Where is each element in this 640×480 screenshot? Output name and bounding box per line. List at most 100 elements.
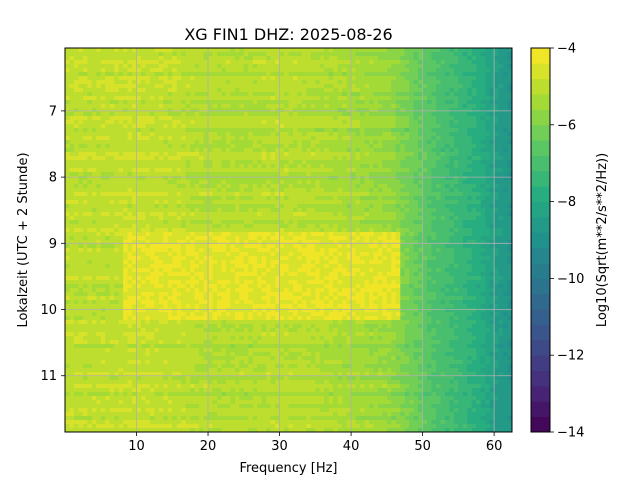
heatmap-cell bbox=[413, 136, 419, 141]
heatmap-cell bbox=[87, 148, 93, 153]
heatmap-cell bbox=[471, 72, 477, 77]
heatmap-cell bbox=[87, 204, 93, 209]
heatmap-cell bbox=[181, 160, 187, 165]
heatmap-cell bbox=[266, 204, 272, 209]
heatmap-cell bbox=[172, 116, 178, 121]
heatmap-cell bbox=[123, 56, 129, 61]
heatmap-cell bbox=[377, 112, 383, 117]
heatmap-cell bbox=[485, 92, 491, 97]
heatmap-cell bbox=[351, 180, 357, 185]
heatmap-cell bbox=[301, 188, 307, 193]
heatmap-cell bbox=[149, 116, 155, 121]
heatmap-cell bbox=[73, 180, 79, 185]
heatmap-cell bbox=[69, 196, 75, 201]
heatmap-cell bbox=[368, 212, 374, 217]
heatmap-cell bbox=[333, 184, 339, 189]
heatmap-cell bbox=[216, 188, 222, 193]
heatmap-cell bbox=[440, 148, 446, 153]
heatmap-cell bbox=[315, 208, 321, 213]
heatmap-cell bbox=[315, 200, 321, 205]
heatmap-cell bbox=[301, 92, 307, 97]
heatmap-cell bbox=[391, 200, 397, 205]
heatmap-cell bbox=[485, 116, 491, 121]
heatmap-cell bbox=[297, 60, 303, 65]
heatmap-cell bbox=[351, 224, 357, 229]
heatmap-cell bbox=[257, 88, 263, 93]
heatmap-cell bbox=[391, 224, 397, 229]
heatmap-cell bbox=[373, 84, 379, 89]
heatmap-cell bbox=[158, 140, 164, 145]
heatmap-cell bbox=[444, 92, 450, 97]
heatmap-cell bbox=[91, 84, 97, 89]
heatmap-cell bbox=[185, 120, 191, 125]
heatmap-cell bbox=[471, 164, 477, 169]
heatmap-cell bbox=[167, 160, 173, 165]
heatmap-cell bbox=[471, 244, 477, 249]
heatmap-cell bbox=[105, 148, 111, 153]
heatmap-cell bbox=[404, 116, 410, 121]
heatmap-cell bbox=[279, 136, 285, 141]
heatmap-cell bbox=[127, 168, 133, 173]
heatmap-cell bbox=[190, 164, 196, 169]
heatmap-cell bbox=[413, 220, 419, 225]
heatmap-cell bbox=[476, 116, 482, 121]
heatmap-cell bbox=[176, 212, 182, 217]
heatmap-cell bbox=[91, 92, 97, 97]
heatmap-cell bbox=[355, 104, 361, 109]
heatmap-cell bbox=[234, 164, 240, 169]
heatmap-cell bbox=[149, 164, 155, 169]
heatmap-cell bbox=[167, 180, 173, 185]
heatmap-cell bbox=[436, 164, 441, 169]
heatmap-cell bbox=[458, 92, 464, 97]
heatmap-cell bbox=[498, 116, 504, 121]
heatmap-cell bbox=[163, 164, 169, 169]
heatmap-cell bbox=[297, 240, 303, 245]
heatmap-cell bbox=[315, 60, 321, 65]
heatmap-cell bbox=[275, 60, 281, 65]
heatmap-cell bbox=[261, 164, 267, 169]
heatmap-cell bbox=[444, 192, 450, 197]
heatmap-cell bbox=[494, 124, 500, 129]
heatmap-cell bbox=[328, 72, 334, 77]
heatmap-cell bbox=[480, 60, 486, 65]
heatmap-cell bbox=[73, 68, 79, 73]
heatmap-cell bbox=[266, 172, 272, 177]
heatmap-cell bbox=[288, 124, 294, 129]
heatmap-cell bbox=[261, 216, 267, 221]
heatmap-cell bbox=[225, 84, 231, 89]
heatmap-cell bbox=[78, 244, 84, 249]
heatmap-cell bbox=[360, 180, 365, 185]
heatmap-cell bbox=[360, 72, 365, 77]
heatmap-cell bbox=[266, 144, 272, 149]
heatmap-cell bbox=[467, 184, 473, 189]
heatmap-cell bbox=[270, 100, 276, 105]
heatmap-cell bbox=[100, 112, 106, 117]
heatmap-cell bbox=[404, 224, 410, 229]
heatmap-cell bbox=[342, 224, 348, 229]
heatmap-cell bbox=[100, 156, 106, 161]
heatmap-cell bbox=[140, 76, 146, 81]
heatmap-cell bbox=[324, 132, 330, 137]
heatmap-cell bbox=[440, 60, 446, 65]
heatmap-cell bbox=[498, 144, 504, 149]
heatmap-cell bbox=[427, 180, 433, 185]
heatmap-cell bbox=[105, 56, 111, 61]
heatmap-cell bbox=[136, 100, 142, 105]
heatmap-cell bbox=[444, 172, 450, 177]
heatmap-cell bbox=[199, 124, 205, 129]
heatmap-cell bbox=[436, 152, 441, 157]
heatmap-cell bbox=[351, 188, 357, 193]
heatmap-cell bbox=[136, 112, 142, 117]
heatmap-cell bbox=[494, 236, 500, 241]
heatmap-cell bbox=[427, 168, 433, 173]
heatmap-cell bbox=[404, 56, 410, 61]
heatmap-cell bbox=[279, 200, 285, 205]
heatmap-cell bbox=[127, 108, 133, 113]
heatmap-cell bbox=[275, 228, 281, 233]
heatmap-cell bbox=[480, 52, 486, 57]
heatmap-cell bbox=[346, 76, 352, 81]
heatmap-cell bbox=[105, 132, 111, 137]
heatmap-cell bbox=[199, 184, 205, 189]
heatmap-cell bbox=[275, 64, 281, 69]
heatmap-cell bbox=[140, 188, 146, 193]
